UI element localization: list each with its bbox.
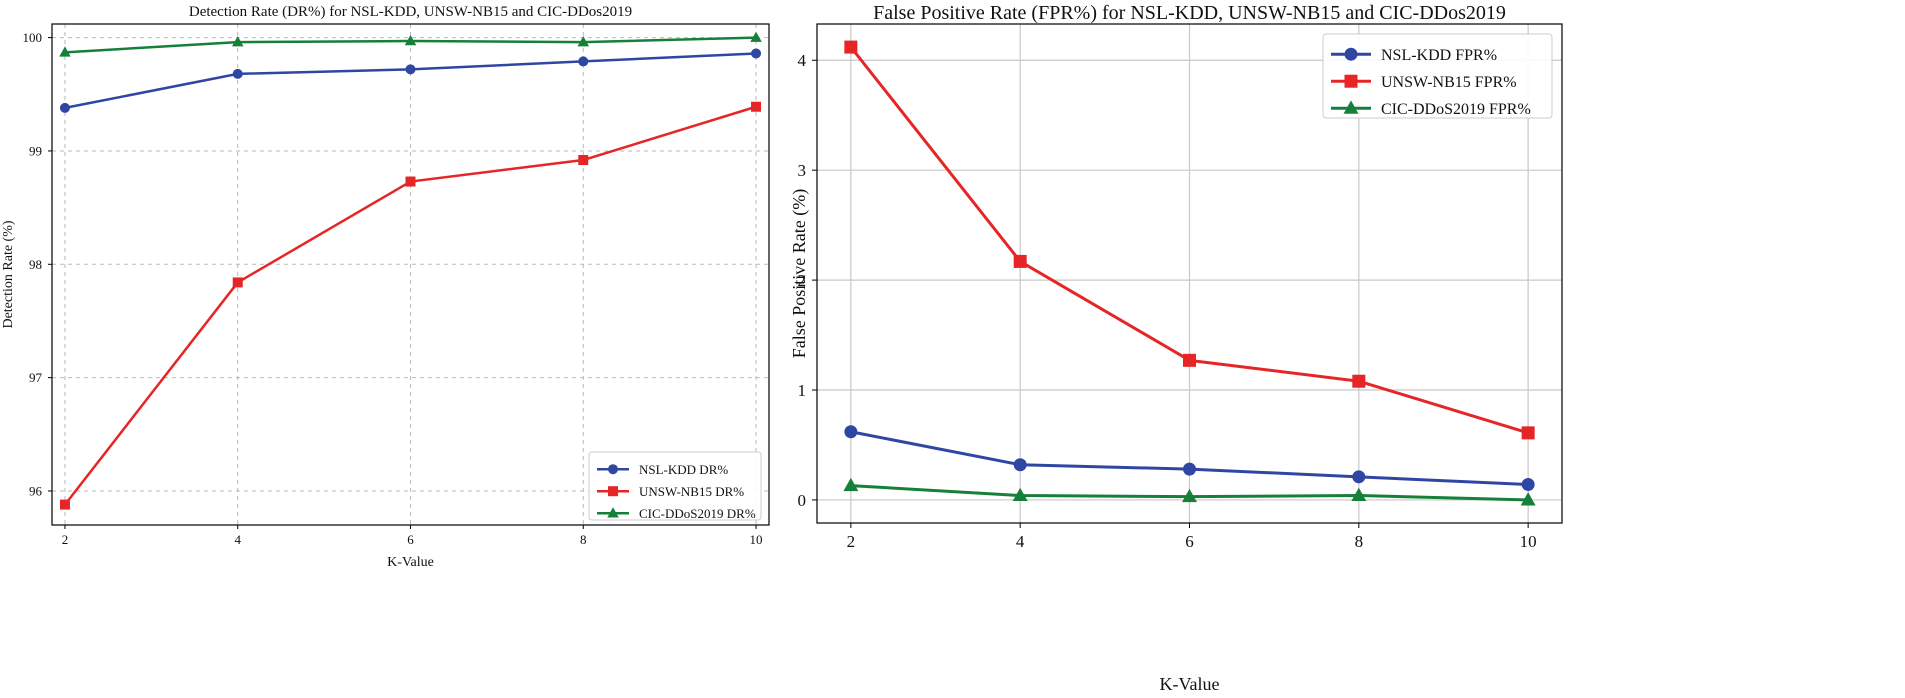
x-tick-label: 10	[750, 532, 763, 547]
y-tick-label: 97	[29, 370, 43, 385]
series-cic-ddos2019-dr-	[59, 31, 762, 57]
legend-swatch-marker	[607, 507, 619, 518]
x-tick-label: 2	[847, 532, 856, 551]
data-point	[405, 176, 416, 187]
data-point	[59, 46, 71, 57]
y-axis-label: False Positive Rate (%)	[789, 189, 810, 358]
x-tick-label: 8	[580, 532, 587, 547]
legend-swatch-marker	[608, 464, 618, 475]
legend-label: NSL-KDD FPR%	[1381, 47, 1497, 64]
data-point	[404, 35, 417, 46]
x-tick-label: 4	[234, 532, 241, 547]
data-point	[844, 40, 858, 54]
data-point	[231, 36, 244, 47]
data-point	[578, 155, 589, 166]
y-tick-label: 4	[798, 51, 807, 70]
x-tick-label: 2	[62, 532, 69, 547]
data-point	[1352, 374, 1366, 388]
series-nsl-kdd-dr-	[59, 48, 762, 113]
data-point	[232, 68, 243, 79]
data-point	[1012, 487, 1028, 502]
data-point	[1183, 462, 1196, 476]
legend-label: NSL-KDD DR%	[639, 462, 728, 477]
y-tick-label: 98	[29, 257, 42, 272]
y-tick-label: 96	[29, 484, 43, 499]
y-tick-label: 100	[23, 30, 43, 45]
series-unsw-nb15-fpr-	[844, 40, 1535, 440]
x-tick-label: 10	[1520, 532, 1537, 551]
data-point	[751, 101, 762, 112]
series-cic-ddos2019-fpr-	[843, 477, 1536, 506]
legend-label: UNSW-NB15 FPR%	[1381, 74, 1517, 91]
data-point	[577, 36, 590, 47]
data-point	[1013, 254, 1027, 268]
y-tick-label: 99	[29, 144, 42, 159]
x-axis-label: K-Value	[1160, 674, 1220, 694]
data-point	[1520, 492, 1536, 506]
data-point	[751, 48, 762, 59]
data-point	[843, 477, 859, 492]
chart-title: Detection Rate (DR%) for NSL-KDD, UNSW-N…	[189, 4, 632, 20]
data-point	[1183, 353, 1196, 367]
legend: NSL-KDD DR% UNSW-NB15 DR% CIC-DDoS2019 DR%	[588, 451, 762, 521]
legend-swatch-marker	[1344, 74, 1358, 88]
data-point	[232, 277, 243, 288]
legend-swatch-marker	[608, 486, 618, 497]
y-tick-label: 1	[798, 381, 807, 400]
y-axis-label: Detection Rate (%)	[1, 220, 16, 328]
y-tick-label: 3	[798, 161, 807, 180]
x-tick-label: 4	[1016, 532, 1025, 551]
data-point	[405, 64, 416, 75]
legend-box	[588, 451, 762, 521]
data-point	[750, 31, 762, 42]
data-point	[1521, 478, 1535, 492]
series-nsl-kdd-fpr-	[844, 425, 1535, 492]
legend-box	[1322, 33, 1553, 119]
data-point	[1182, 488, 1197, 503]
y-tick-label: 2	[798, 271, 807, 290]
x-axis-label: K-Value	[387, 555, 434, 570]
x-tick-label: 6	[407, 532, 414, 547]
y-tick-label: 0	[798, 491, 807, 510]
legend-label: CIC-DDoS2019 FPR%	[1381, 101, 1531, 118]
data-point	[1013, 458, 1027, 472]
data-point	[844, 425, 858, 439]
false-positive-rate-chart: 2 4 6 8 10 0 1 2 3 4 False Positive Rate (FPR%) fo…	[789, 2, 1563, 694]
series-unsw-nb15-dr-	[59, 101, 762, 510]
data-point	[1521, 426, 1535, 440]
detection-rate-chart: 2 4 6 8 10 96 97 98 99 100 Detection Rate (DR%) fo…	[1, 4, 770, 570]
data-point	[59, 102, 70, 113]
x-tick-label: 8	[1355, 532, 1364, 551]
data-point	[578, 56, 589, 67]
chart-title: False Positive Rate (FPR%) for NSL-KDD, …	[873, 2, 1506, 24]
x-tick-label: 6	[1185, 532, 1194, 551]
data-point	[1352, 470, 1366, 484]
legend-label: CIC-DDoS2019 DR%	[639, 506, 756, 521]
data-point	[1351, 487, 1367, 502]
data-point	[59, 499, 70, 510]
legend-label: UNSW-NB15 DR%	[639, 484, 744, 499]
legend-swatch-marker	[1343, 100, 1359, 114]
legend: NSL-KDD FPR% UNSW-NB15 FPR% CIC-DDoS2019 F…	[1322, 33, 1553, 119]
legend-swatch-marker	[1344, 47, 1358, 61]
